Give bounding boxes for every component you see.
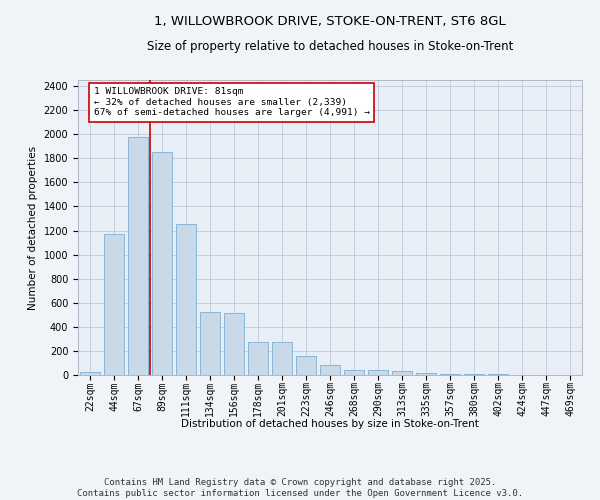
Bar xyxy=(248,342,268,375)
Y-axis label: Number of detached properties: Number of detached properties xyxy=(28,146,38,310)
Bar xyxy=(80,372,100,375)
Bar xyxy=(296,356,316,375)
Bar xyxy=(176,224,196,375)
Text: 1, WILLOWBROOK DRIVE, STOKE-ON-TRENT, ST6 8GL: 1, WILLOWBROOK DRIVE, STOKE-ON-TRENT, ST… xyxy=(154,15,506,28)
Bar xyxy=(464,374,484,375)
Bar xyxy=(440,374,460,375)
Bar xyxy=(224,313,244,375)
Bar xyxy=(344,370,364,375)
Bar xyxy=(272,342,292,375)
Text: 1 WILLOWBROOK DRIVE: 81sqm
← 32% of detached houses are smaller (2,339)
67% of s: 1 WILLOWBROOK DRIVE: 81sqm ← 32% of deta… xyxy=(94,87,370,117)
Bar xyxy=(128,136,148,375)
Bar xyxy=(200,312,220,375)
Bar xyxy=(488,374,508,375)
Text: Contains HM Land Registry data © Crown copyright and database right 2025.
Contai: Contains HM Land Registry data © Crown c… xyxy=(77,478,523,498)
Text: Size of property relative to detached houses in Stoke-on-Trent: Size of property relative to detached ho… xyxy=(147,40,513,53)
Bar xyxy=(368,370,388,375)
Bar xyxy=(320,365,340,375)
Bar xyxy=(416,373,436,375)
X-axis label: Distribution of detached houses by size in Stoke-on-Trent: Distribution of detached houses by size … xyxy=(181,420,479,430)
Bar xyxy=(152,152,172,375)
Bar xyxy=(104,234,124,375)
Bar xyxy=(392,371,412,375)
